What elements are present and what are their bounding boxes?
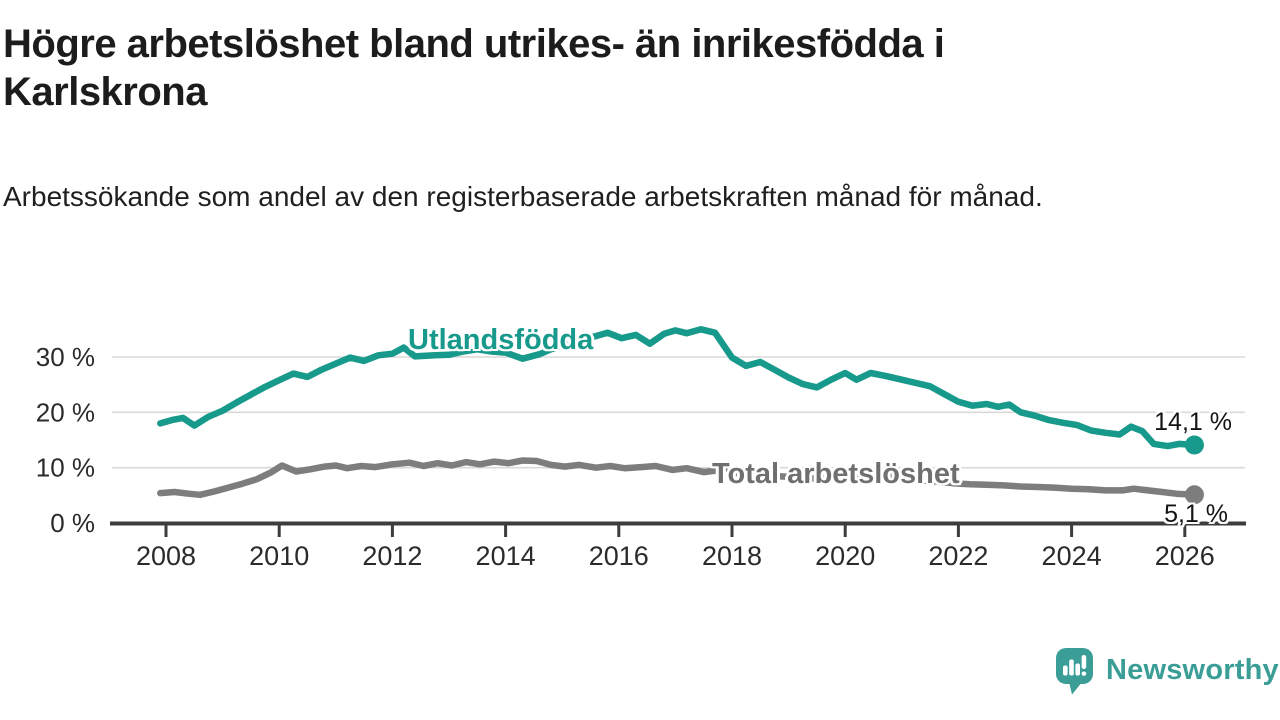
x-tick-label-2026: 2026 <box>1155 541 1215 571</box>
x-tick-label-2020: 2020 <box>815 541 875 571</box>
series-end-dot-utlandsfodda <box>1184 435 1204 455</box>
newsworthy-brand: Newsworthy <box>1056 648 1279 695</box>
x-tick-label-2016: 2016 <box>589 541 649 571</box>
newsworthy-logo-icon <box>1056 648 1093 695</box>
x-tick-label-2010: 2010 <box>249 541 309 571</box>
y-tick-label-10: 10 % <box>36 453 95 483</box>
x-tick-label-2024: 2024 <box>1042 541 1102 571</box>
end-value-label-total: 5,1 % <box>1164 500 1228 528</box>
x-tick-label-2022: 2022 <box>928 541 988 571</box>
series-label-utlandsfodda: Utlandsfödda <box>408 324 594 356</box>
x-tick-label-2018: 2018 <box>702 541 762 571</box>
x-tick-label-2008: 2008 <box>136 541 196 571</box>
newsworthy-wordmark: Newsworthy <box>1106 654 1279 686</box>
y-tick-label-0: 0 % <box>50 508 95 538</box>
series-label-total-arbetsloshet: Total arbetslöshet <box>712 458 960 490</box>
series-line-utlandsfodda <box>157 326 1198 450</box>
chart-title: Högre arbetslöshet bland utrikes- än inr… <box>3 22 945 114</box>
end-value-label-utlandsfodda: 14,1 % <box>1154 408 1232 436</box>
x-tick-label-2012: 2012 <box>362 541 422 571</box>
chart-subtitle: Arbetssökande som andel av den registerb… <box>3 181 1043 212</box>
y-tick-label-20: 20 % <box>36 397 95 427</box>
y-tick-label-30: 30 % <box>36 342 95 372</box>
x-tick-label-2014: 2014 <box>476 541 536 571</box>
series-line-total-arbetsloshet <box>157 457 1198 499</box>
